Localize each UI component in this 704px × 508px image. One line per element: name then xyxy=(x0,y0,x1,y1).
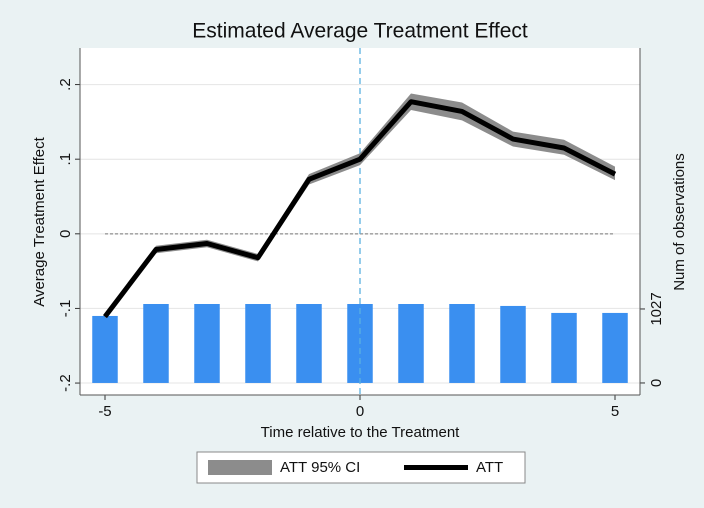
y2-axis-label: Num of observations xyxy=(671,153,688,291)
bar xyxy=(143,303,169,383)
bar xyxy=(551,312,577,383)
bar xyxy=(92,315,118,383)
bar xyxy=(398,303,424,383)
y-tick-label: -.2 xyxy=(57,374,74,392)
y-tick-label: .2 xyxy=(57,78,74,91)
legend-swatch xyxy=(208,460,272,475)
bar xyxy=(602,312,628,383)
bar xyxy=(245,303,271,383)
y-tick-label: .1 xyxy=(57,153,74,166)
y-tick-label: 0 xyxy=(57,230,74,238)
x-tick-label: 5 xyxy=(611,403,619,420)
legend-label: ATT xyxy=(476,459,503,476)
att-line xyxy=(102,99,617,319)
chart-title: Estimated Average Treatment Effect xyxy=(192,20,528,43)
bar xyxy=(194,303,220,383)
y-tick-label: -.1 xyxy=(57,300,74,318)
y-axis-label: Average Treatment Effect xyxy=(31,136,48,306)
x-tick-label: 0 xyxy=(356,403,364,420)
bar xyxy=(296,303,322,383)
y2-tick-label: 1027 xyxy=(648,292,665,325)
bar xyxy=(449,303,475,383)
bar xyxy=(500,305,526,383)
x-tick-label: -5 xyxy=(98,403,111,420)
y2-tick-label: 0 xyxy=(648,379,665,387)
legend-label: ATT 95% CI xyxy=(280,459,360,476)
x-axis-label: Time relative to the Treatment xyxy=(261,424,461,441)
